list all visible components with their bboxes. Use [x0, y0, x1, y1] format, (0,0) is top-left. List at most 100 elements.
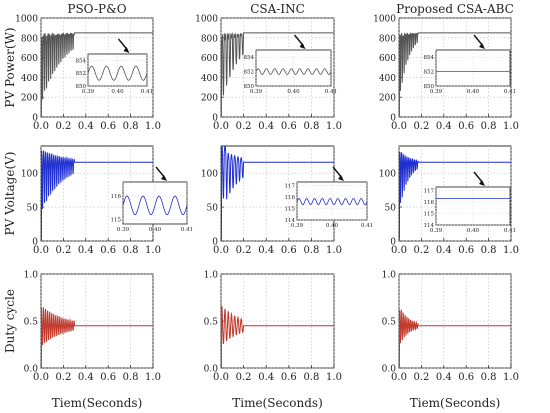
y-axis-label: Duty cycle: [3, 289, 17, 353]
x-tick-label: 1.0: [503, 372, 519, 383]
y-tick-label: 0.5: [382, 318, 397, 328]
x-tick-label: 1.0: [326, 121, 342, 132]
x-tick-label: 0.4: [78, 372, 94, 383]
x-axis-label: Time(Seconds): [232, 396, 323, 410]
inset-x-tick-label: 0.39: [250, 89, 263, 95]
y-tick-label: 400: [379, 74, 396, 84]
series-line: [398, 309, 511, 367]
x-tick-label: 0.4: [258, 245, 274, 256]
series-line: [40, 32, 153, 116]
x-tick-label: 0.8: [303, 245, 319, 256]
series-line: [398, 32, 511, 116]
series-line: [220, 32, 334, 116]
x-tick-label: 0.6: [100, 121, 116, 132]
inset-x-tick-label: 0.40: [467, 89, 480, 95]
x-tick-label: 0.4: [258, 372, 274, 383]
x-tick-label: 1.0: [145, 121, 161, 132]
x-tick-label: 0.0: [33, 245, 49, 256]
x-axis-label: Tiem(Seconds): [410, 396, 501, 410]
y-tick-label: 100: [201, 170, 218, 180]
x-tick-label: 0.4: [78, 245, 94, 256]
x-tick-label: 0.6: [458, 121, 474, 132]
x-tick-label: 0.6: [281, 245, 297, 256]
x-tick-label: 0.2: [413, 121, 429, 132]
x-tick-label: 1.0: [503, 121, 519, 132]
inset-y-tick-label: 117: [424, 188, 435, 194]
y-tick-label: 200: [21, 94, 38, 104]
inset-y-tick-label: 115: [285, 206, 296, 212]
y-tick-label: 0.5: [24, 318, 39, 328]
y-tick-label: 1.0: [204, 271, 219, 281]
inset-y-tick-label: 116: [285, 195, 296, 201]
x-tick-label: 0.8: [303, 121, 319, 132]
x-tick-label: 0.0: [391, 372, 407, 383]
inset-x-tick-label: 0.41: [504, 228, 516, 234]
column-title: PSO-P&O: [67, 2, 126, 16]
y-tick-label: 1.0: [382, 271, 397, 281]
x-tick-label: 0.6: [281, 121, 297, 132]
inset-series-line: [122, 195, 188, 215]
y-tick-label: 50: [27, 204, 39, 214]
x-tick-label: 0.2: [55, 372, 71, 383]
zoom-arrow-head-icon: [338, 175, 344, 181]
inset-x-tick-label: 0.40: [287, 89, 300, 95]
inset-x-tick-label: 0.41: [141, 89, 153, 95]
zoom-arrow-head-icon: [479, 43, 485, 49]
y-tick-label: 600: [201, 54, 218, 64]
x-tick-label: 0.8: [123, 245, 139, 256]
zoom-arrow-head-icon: [123, 47, 130, 53]
inset-y-tick-label: 114: [285, 218, 296, 224]
x-tick-label: 0.8: [123, 372, 139, 383]
y-tick-label: 200: [379, 94, 396, 104]
column-title: CSA-INC: [250, 2, 305, 16]
x-tick-label: 0.6: [281, 372, 297, 383]
inset-x-tick-label: 0.39: [291, 223, 304, 229]
x-tick-label: 0.4: [258, 121, 274, 132]
inset-y-tick-label: 114: [424, 223, 435, 229]
x-tick-label: 0.0: [391, 245, 407, 256]
inset-x-tick-label: 0.41: [361, 223, 373, 229]
series-line: [40, 307, 153, 367]
y-tick-label: 1.0: [24, 271, 39, 281]
y-tick-label: 1000: [373, 15, 396, 25]
inset-y-tick-label: 852: [76, 71, 87, 77]
x-tick-label: 0.4: [436, 245, 452, 256]
x-tick-label: 0.8: [481, 245, 497, 256]
series-line: [220, 146, 334, 240]
inset-y-tick-label: 854: [424, 55, 435, 61]
y-axis-label: PV Voltage(V): [3, 152, 17, 236]
inset-x-tick-label: 0.41: [504, 89, 516, 95]
x-tick-label: 1.0: [145, 372, 161, 383]
x-tick-label: 0.0: [213, 245, 229, 256]
y-tick-label: 0: [32, 114, 38, 124]
x-tick-label: 1.0: [503, 245, 519, 256]
inset-x-tick-label: 0.40: [149, 227, 162, 233]
y-tick-label: 1000: [15, 15, 38, 25]
y-tick-label: 0: [212, 238, 218, 248]
x-tick-label: 0.2: [55, 121, 71, 132]
y-tick-label: 600: [379, 54, 396, 64]
x-tick-label: 0.2: [413, 245, 429, 256]
x-tick-label: 0.2: [236, 372, 252, 383]
inset-x-tick-label: 0.39: [82, 89, 95, 95]
y-tick-label: 800: [201, 34, 218, 44]
inset-x-tick-label: 0.41: [181, 227, 193, 233]
y-tick-label: 100: [21, 170, 38, 180]
x-tick-label: 0.4: [436, 372, 452, 383]
x-tick-label: 0.8: [481, 121, 497, 132]
inset-y-tick-label: 852: [244, 70, 255, 76]
inset-y-tick-label: 115: [111, 217, 122, 223]
y-tick-label: 400: [21, 74, 38, 84]
x-tick-label: 0.8: [481, 372, 497, 383]
y-tick-label: 50: [207, 204, 219, 214]
inset-y-tick-label: 117: [285, 183, 296, 189]
x-tick-label: 0.0: [213, 121, 229, 132]
series-line: [40, 150, 153, 240]
inset-y-tick-label: 850: [244, 84, 255, 90]
x-tick-label: 0.2: [236, 245, 252, 256]
y-tick-label: 600: [21, 54, 38, 64]
inset-x-tick-label: 0.41: [325, 89, 337, 95]
y-tick-label: 0: [390, 238, 396, 248]
series-line: [220, 305, 334, 367]
